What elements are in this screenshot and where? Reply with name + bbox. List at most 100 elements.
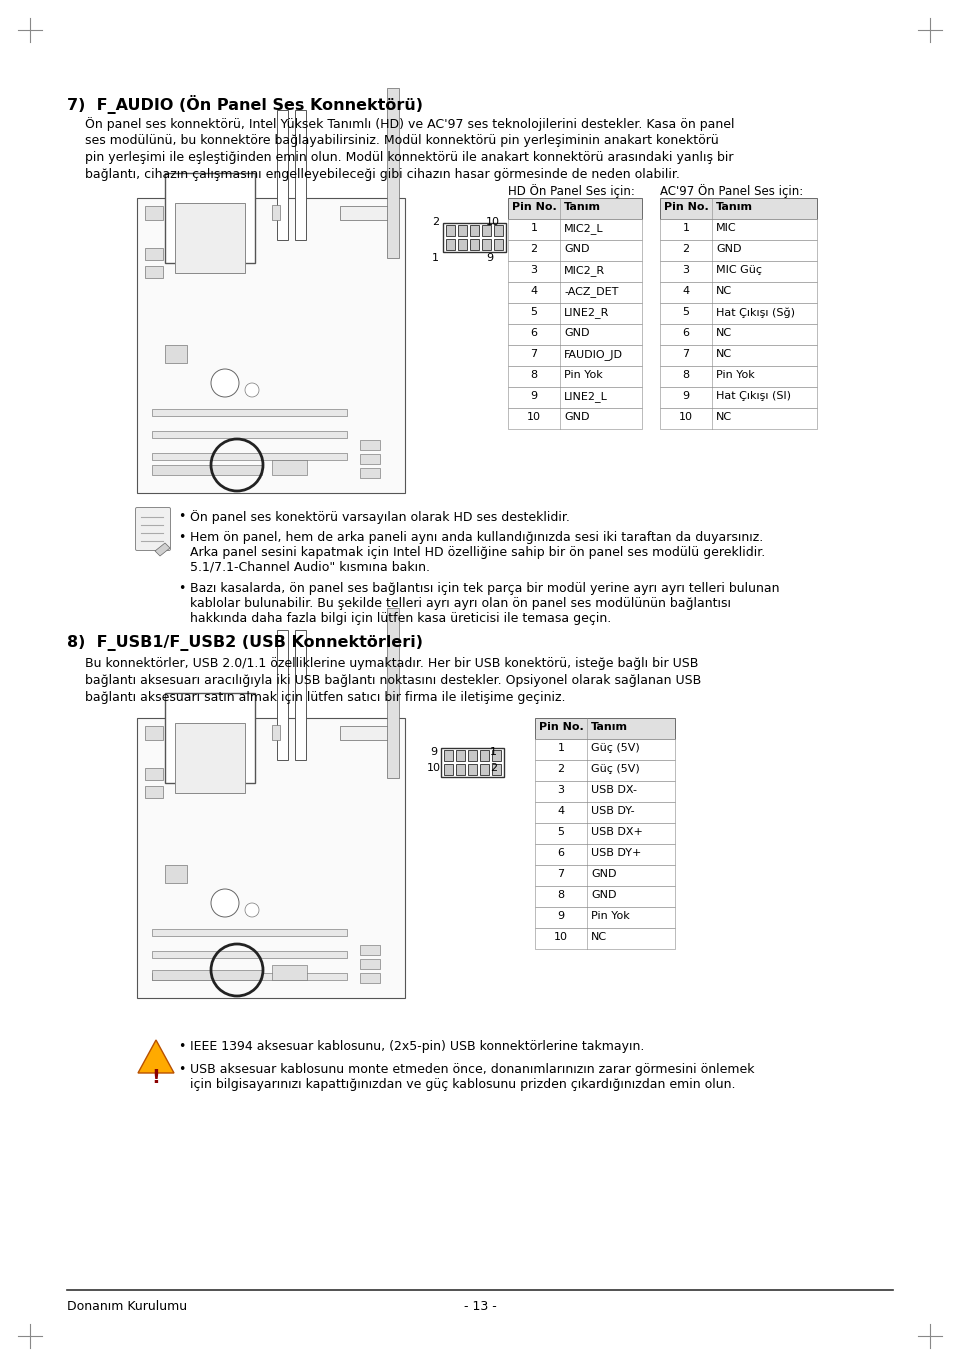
Bar <box>535 802 675 822</box>
Bar <box>165 693 255 783</box>
Text: 9: 9 <box>486 253 493 264</box>
Text: ses modülünü, bu konnektöre bağlayabilirsiniz. Modül konnektörü pin yerleşiminin: ses modülünü, bu konnektöre bağlayabilir… <box>85 134 719 148</box>
Bar <box>470 239 479 250</box>
Bar <box>480 750 489 761</box>
Bar <box>145 266 163 279</box>
Text: 2: 2 <box>432 217 439 227</box>
Bar <box>660 198 817 219</box>
Bar <box>272 725 280 740</box>
Text: 3: 3 <box>558 785 564 795</box>
Bar <box>387 87 399 258</box>
Bar <box>535 928 675 949</box>
Text: Donanım Kurulumu: Donanım Kurulumu <box>67 1300 187 1313</box>
Polygon shape <box>138 1040 174 1074</box>
Text: HD Ön Panel Ses için:: HD Ön Panel Ses için: <box>508 184 635 198</box>
Text: USB DY+: USB DY+ <box>591 848 641 858</box>
Text: MIC: MIC <box>716 223 736 234</box>
Bar <box>272 460 307 475</box>
Text: MIC2_R: MIC2_R <box>564 265 605 276</box>
Bar <box>660 366 817 387</box>
Bar <box>508 387 642 408</box>
Text: •: • <box>178 510 185 523</box>
Bar <box>145 249 163 260</box>
Text: 9: 9 <box>683 391 689 402</box>
Bar <box>360 959 380 968</box>
Bar <box>660 324 817 346</box>
Bar <box>360 469 380 478</box>
Text: Pin No.: Pin No. <box>539 723 584 732</box>
Bar <box>152 929 347 936</box>
Bar <box>165 865 187 882</box>
Bar <box>152 454 347 460</box>
Bar <box>152 973 347 979</box>
Text: NC: NC <box>716 285 732 296</box>
Bar <box>277 111 288 240</box>
Bar <box>508 366 642 387</box>
Bar <box>360 440 380 449</box>
Text: •: • <box>178 1040 185 1053</box>
Bar <box>152 951 347 958</box>
Text: LINE2_L: LINE2_L <box>564 391 608 402</box>
Text: 1: 1 <box>683 223 689 234</box>
Text: 7: 7 <box>558 869 564 878</box>
Bar <box>482 225 491 236</box>
Bar <box>660 281 817 303</box>
Text: 5: 5 <box>531 307 538 317</box>
Bar <box>152 432 347 438</box>
Text: GND: GND <box>564 328 589 337</box>
Text: Pin Yok: Pin Yok <box>564 370 603 380</box>
Text: USB DX-: USB DX- <box>591 785 637 795</box>
Circle shape <box>245 382 259 398</box>
Bar <box>660 408 817 429</box>
Text: Pin No.: Pin No. <box>663 202 708 212</box>
Bar <box>494 225 503 236</box>
Bar <box>535 719 675 739</box>
Bar <box>444 750 453 761</box>
Text: Pin Yok: Pin Yok <box>591 911 630 921</box>
Text: 6: 6 <box>558 848 564 858</box>
Bar <box>272 964 307 979</box>
Text: 7: 7 <box>531 348 538 359</box>
Bar <box>492 764 501 775</box>
Text: Hat Çıkışı (Sğ): Hat Çıkışı (Sğ) <box>716 307 795 317</box>
Bar <box>165 346 187 363</box>
Bar <box>446 225 455 236</box>
Bar <box>340 725 395 740</box>
Text: için bilgisayarınızı kapattığınızdan ve güç kablosunu prizden çıkardığınızdan em: için bilgisayarınızı kapattığınızdan ve … <box>190 1078 735 1091</box>
Text: •: • <box>178 582 185 596</box>
Text: 10: 10 <box>527 413 541 422</box>
Bar <box>508 261 642 281</box>
Bar <box>482 239 491 250</box>
Bar <box>145 785 163 798</box>
Bar <box>295 630 306 759</box>
Bar <box>137 198 405 493</box>
Bar <box>660 219 817 240</box>
Bar <box>456 764 465 775</box>
Bar <box>535 907 675 928</box>
Text: 10: 10 <box>486 217 500 227</box>
Text: Tanım: Tanım <box>591 723 628 732</box>
Text: GND: GND <box>591 869 616 878</box>
Text: GND: GND <box>564 245 589 254</box>
Text: 1: 1 <box>490 747 497 757</box>
Circle shape <box>245 903 259 917</box>
Text: GND: GND <box>716 245 741 254</box>
Bar <box>508 198 642 219</box>
Bar <box>508 408 642 429</box>
Bar <box>535 865 675 887</box>
Circle shape <box>211 889 239 917</box>
Text: 10: 10 <box>427 764 441 773</box>
Text: 4: 4 <box>683 285 689 296</box>
Text: 8: 8 <box>683 370 689 380</box>
Bar <box>508 346 642 366</box>
Bar <box>508 324 642 346</box>
Bar <box>165 173 255 264</box>
Text: Ön panel ses konektörü varsayılan olarak HD ses desteklidir.: Ön panel ses konektörü varsayılan olarak… <box>190 510 570 525</box>
Text: 3: 3 <box>531 265 538 275</box>
Bar <box>152 464 262 475</box>
Text: NC: NC <box>716 328 732 337</box>
Bar <box>441 749 504 777</box>
Bar <box>494 239 503 250</box>
Text: NC: NC <box>716 348 732 359</box>
Bar <box>458 239 467 250</box>
